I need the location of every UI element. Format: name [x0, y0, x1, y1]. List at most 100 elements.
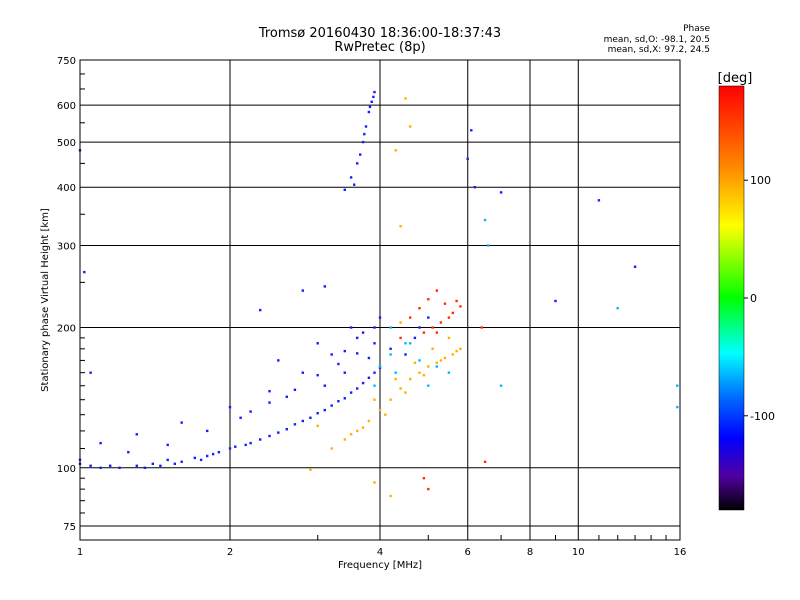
data-point: [234, 445, 237, 448]
data-point: [427, 365, 430, 368]
data-point: [316, 374, 319, 377]
data-point: [180, 460, 183, 463]
x-axis: 1 2 4 6 8 10 16: [77, 535, 687, 558]
data-point: [378, 366, 382, 369]
data-point: [343, 188, 346, 191]
data-point: [373, 342, 376, 345]
data-point: [143, 466, 147, 469]
data-point: [293, 388, 297, 391]
data-point: [316, 424, 319, 428]
data-point: [616, 307, 619, 310]
data-point: [409, 342, 412, 345]
data-point: [323, 408, 326, 412]
data-point: [447, 371, 451, 374]
data-point: [89, 371, 92, 374]
data-point: [316, 342, 319, 345]
data-point: [330, 404, 333, 407]
data-point: [676, 405, 679, 409]
y-tick-label: 200: [57, 324, 76, 335]
colorbar-tick-label: 100: [750, 174, 771, 187]
data-point: [439, 321, 443, 324]
data-point: [99, 466, 102, 469]
data-point: [159, 464, 162, 467]
x-tick-label: 6: [465, 547, 471, 558]
data-point: [399, 387, 402, 390]
data-point: [404, 97, 407, 100]
data-point: [399, 321, 402, 324]
data-point: [166, 443, 169, 447]
data-point: [427, 298, 430, 301]
data-point: [451, 311, 454, 315]
data-point: [135, 464, 138, 467]
data-point: [109, 464, 112, 467]
phase-stats-o: mean, sd,O: -98.1, 20.5: [603, 35, 710, 45]
data-point: [418, 307, 421, 310]
data-point: [135, 433, 138, 436]
y-tick-label: 500: [57, 138, 76, 149]
data-point: [451, 353, 454, 356]
data-point: [356, 352, 359, 355]
data-point: [99, 441, 102, 445]
data-point: [301, 419, 304, 423]
data-point: [470, 129, 473, 132]
data-point: [309, 416, 312, 419]
colorbar: [718, 85, 745, 511]
data-point: [89, 464, 92, 467]
data-point: [244, 443, 247, 447]
x-axis-label: Frequency [MHz]: [338, 560, 422, 571]
data-point: [427, 487, 430, 491]
data-point: [356, 336, 359, 340]
data-point: [337, 400, 340, 403]
data-point: [206, 454, 209, 458]
data-point: [356, 162, 359, 165]
data-point: [431, 326, 434, 329]
data-point: [166, 458, 169, 462]
data-point: [422, 331, 426, 334]
data-point: [394, 377, 397, 381]
data-point: [427, 384, 430, 387]
data-point: [343, 438, 346, 441]
x-tick-label: 2: [227, 547, 233, 558]
y-axis: 75 100 200 300 400 500 600 750: [57, 56, 85, 533]
data-point: [211, 452, 215, 456]
data-point: [285, 395, 288, 398]
data-point: [676, 384, 679, 387]
data-point: [373, 384, 376, 387]
data-point: [361, 381, 365, 385]
data-point: [268, 401, 271, 404]
data-point: [206, 429, 209, 433]
colorbar-label: [deg]: [718, 71, 753, 86]
data-point: [399, 336, 402, 340]
data-point: [316, 412, 319, 415]
data-point: [443, 356, 447, 360]
data-point: [361, 331, 365, 334]
data-point: [249, 441, 252, 445]
data-point: [268, 434, 271, 438]
data-point: [483, 460, 487, 463]
data-point: [330, 447, 333, 450]
data-point: [349, 326, 353, 329]
data-point: [361, 426, 365, 429]
y-tick-label: 400: [57, 183, 76, 194]
data-point: [447, 316, 451, 319]
data-point: [378, 316, 382, 319]
data-point: [435, 361, 438, 364]
data-point: [389, 326, 392, 329]
data-point: [384, 413, 387, 416]
y-tick-label: 750: [57, 56, 76, 67]
data-point: [343, 371, 346, 374]
data-point: [343, 397, 346, 400]
x-tick-label: 8: [527, 547, 533, 558]
data-point: [435, 289, 438, 292]
data-point: [193, 456, 196, 460]
colorbar-tick-label: 0: [750, 292, 757, 305]
data-point: [404, 353, 407, 356]
phase-label: Phase: [683, 24, 710, 34]
data-point: [367, 356, 371, 360]
data-point: [413, 336, 417, 340]
data-point: [180, 421, 183, 424]
colorbar-tick-label: -100: [750, 410, 775, 423]
x-tick-label: 16: [674, 547, 687, 558]
data-point: [480, 326, 483, 329]
y-tick-label: 100: [57, 464, 76, 475]
